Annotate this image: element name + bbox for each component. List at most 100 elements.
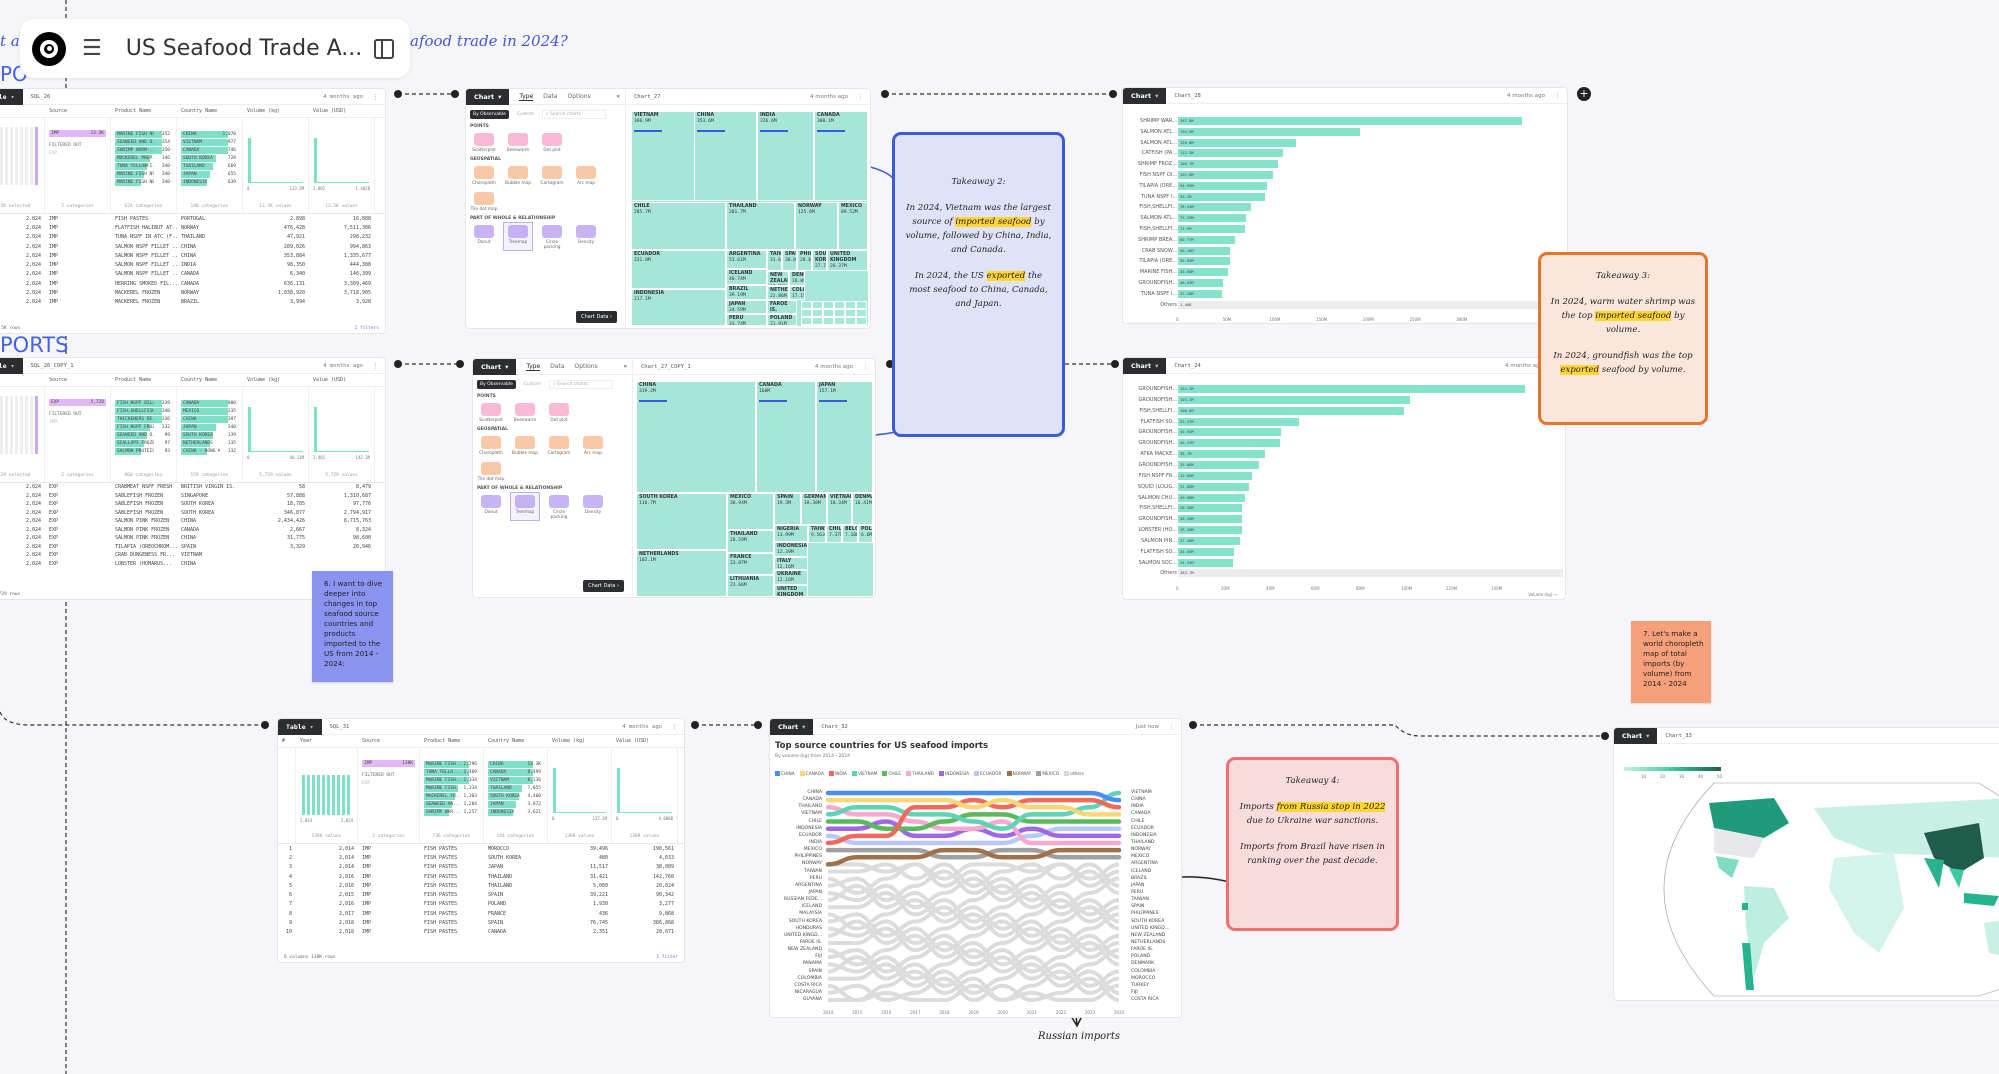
chart-name[interactable]: Chart_27_COPY_1 (641, 363, 691, 370)
product-bar[interactable]: SEAWEED AND O... 99 (115, 432, 172, 439)
table-row[interactable]: 2,024 IMP SALMON NSPF FILLET ... INDIA 98,35… (0, 260, 385, 269)
table-row[interactable]: 2,024 EXP LOBSTER (HOMARUS... CHINA (0, 560, 385, 569)
chart-type-choropleth[interactable]: Choropleth (477, 434, 505, 456)
treemap-cell[interactable]: UNITED KINGDOM11.09M (774, 585, 808, 597)
table-row[interactable]: 2,024 IMP MACKEREL FROZEN NORWAY 1,038,920 3,… (0, 288, 385, 297)
table-row[interactable]: 2,024 EXP TILAPIA (OREOCHROM... SPAIN 3,329 2… (0, 543, 385, 552)
takeaway-2-card[interactable]: Takeaway 2: In 2024, Vietnam was the larg… (892, 132, 1065, 437)
column-header[interactable]: Volume (kg) (247, 377, 281, 383)
chart-type-tile-dot-map[interactable]: Tile dot map (470, 190, 498, 212)
bar[interactable]: 38.7M (1178, 450, 1266, 459)
table-row[interactable]: 2,024 IMP TUNA NSPF IN ATC (F... THAILAND 47… (0, 233, 385, 242)
treemap-cell[interactable]: NETHERLANDS22.86M (767, 286, 789, 300)
treemap-cell[interactable]: MEXICO 38.94M (727, 493, 774, 530)
tab-data[interactable]: Data (550, 362, 565, 370)
product-bar[interactable]: MARINE FISH... 1,334 (424, 785, 479, 792)
treemap-cell[interactable]: POLAND6.6M (858, 525, 873, 543)
legend-item[interactable]: MEXICO (1036, 771, 1059, 777)
treemap-cell[interactable]: VIETNAM18.34M (827, 493, 852, 525)
bar[interactable]: 73.29M (1178, 214, 1247, 223)
column-header[interactable]: Source (49, 377, 68, 383)
bar[interactable]: 154.2M (1178, 385, 1525, 393)
treemap-cell[interactable]: TAIWAN31.68M (767, 250, 782, 271)
treemap-cell[interactable]: INDIA 326.6M (757, 111, 814, 201)
country-bar[interactable]: INDONESIA 3,621 (488, 809, 543, 816)
bar[interactable]: 35.86M (1178, 460, 1259, 469)
bar[interactable]: 45.27M (1178, 439, 1280, 448)
table-row[interactable]: 2,024 IMP SALMON NSPF FILLET ... CHINA 353,8… (0, 251, 385, 260)
bar[interactable]: 53.68M (1178, 268, 1229, 277)
product-bar[interactable]: SEAWEED AN... 1,284 (424, 801, 479, 808)
legend-item[interactable]: CHILE (882, 771, 901, 777)
product-bar[interactable]: SCALLOPS FROZEN 97 (115, 440, 172, 447)
table-row[interactable]: 4 2,016 IMP FISH PASTES THAILAND 31,421 142,76… (278, 872, 684, 881)
tab-data[interactable]: Data (543, 92, 558, 100)
table-row[interactable]: 8 2,017 IMP FISH PASTES FRANCE 436 9,868 (278, 909, 684, 918)
legend-item[interactable]: NORWAY (1006, 771, 1031, 777)
bar[interactable]: 24.53M (1178, 558, 1234, 567)
treemap-cell[interactable]: DENMARK18.89M (789, 271, 805, 286)
table-row[interactable]: 2 2,014 IMP FISH PASTES SOUTH KOREA 480 4,033 (278, 853, 684, 862)
more-options-icon[interactable]: ⋮ (372, 361, 379, 370)
table-row[interactable]: 6 2,015 IMP FISH PASTES SPAIN 39,221 90,342 (278, 890, 684, 899)
table-row[interactable]: 2,024 EXP SALMON PINK FROZEN CHINA 2,434,426… (0, 517, 385, 526)
bar[interactable]: 106.7M (1178, 160, 1278, 169)
tab-options[interactable]: Options (567, 92, 591, 100)
bar[interactable]: 101.8M (1178, 171, 1274, 179)
column-header[interactable]: Value (USD) (313, 377, 347, 383)
treemap-cell[interactable]: MEXICO 89.52M (838, 202, 868, 250)
treemap-cell[interactable]: JAPAN 157.1M (816, 381, 873, 493)
product-bar[interactable]: MARINE FISH NS... 340 (115, 171, 172, 178)
custom-button[interactable]: Custom (523, 382, 542, 387)
country-bar[interactable]: SOUTH KOREA 4,460 (488, 793, 543, 800)
product-bar[interactable]: MACKEREL PREP... 346 (115, 155, 172, 162)
table-row[interactable]: 2,024 EXP CRAB DUNGENESS FR... VIETNAM (0, 551, 385, 560)
country-bar[interactable]: VIETNAM 977 (181, 139, 238, 146)
more-options-icon[interactable]: ⋮ (857, 92, 864, 101)
bar[interactable]: 28.28M (1178, 526, 1242, 535)
takeaway-4-card[interactable]: Takeaway 4: Imports from Russia stop in 2… (1226, 757, 1399, 931)
country-bar[interactable]: VIETNAM 8,136 (488, 777, 543, 784)
country-bar[interactable]: CANADA 746 (181, 147, 238, 154)
more-options-icon[interactable]: ⋮ (1168, 722, 1175, 731)
product-bar[interactable]: FISH NSPF FROZ... 332 (115, 424, 172, 431)
column-header[interactable]: Value (USD) (313, 108, 347, 114)
product-bar[interactable]: MACKEREL FR... 1,303 (424, 793, 479, 800)
column-header[interactable]: Value (USD) (616, 738, 650, 744)
bar[interactable]: 31.68M (1178, 482, 1250, 491)
sticky-note-6[interactable]: 6. I want to dive deeper into changes in… (312, 571, 393, 682)
treemap-cell[interactable]: ECUADOR 231.8M (631, 250, 726, 289)
treemap-cell[interactable]: ITALY 12.16M (774, 557, 808, 570)
source-bar-imp[interactable]: IMP 138K (362, 760, 415, 767)
country-bar[interactable]: CHINA 397 (181, 416, 238, 423)
country-bar[interactable]: SOUTH KOREA 728 (181, 155, 238, 162)
bar[interactable]: 93.2M (1178, 192, 1266, 201)
hamburger-menu-icon[interactable]: ☰ (82, 36, 102, 61)
treemap-cell[interactable]: LITHUANIA 23.66M (727, 575, 774, 597)
block-name[interactable]: Chart_24 (1174, 362, 1201, 369)
search-charts-input[interactable]: ⌕ Search charts (549, 380, 614, 389)
treemap-cell[interactable]: INDONESIA 12.39M (774, 542, 808, 557)
country-bar[interactable]: CANADA 8,499 (488, 769, 543, 776)
table-row[interactable]: 7 2,016 IMP FISH PASTES POLAND 1,930 3,277 (278, 900, 684, 909)
table-row[interactable]: 2,024 IMP SALMON NSPF FILLET ... CANADA 6,34… (0, 270, 385, 279)
bar[interactable]: 55.89M (1178, 257, 1231, 266)
table-row[interactable]: 2,024 EXP SABLEFISH FROZEN SOUTH KOREA 18,78… (0, 500, 385, 509)
bar[interactable]: 47.28M (1178, 289, 1223, 298)
chart-type-treemap[interactable]: Treemap (510, 492, 540, 521)
product-bar[interactable]: MARINE FISH... 1,334 (424, 777, 479, 784)
table-row[interactable]: 2,024 IMP FISH PASTES PORTUGAL 2,898 16,888 (0, 214, 385, 223)
bar[interactable]: 56.18M (1178, 246, 1231, 255)
block-type-button[interactable]: Table▾ (278, 719, 322, 735)
by-observable-button[interactable]: By Observable (477, 380, 516, 389)
treemap-cell[interactable]: POLAND 21.91M (767, 314, 797, 326)
bar[interactable]: 27.46M (1178, 536, 1240, 545)
filters-button[interactable]: 2 filters (354, 326, 379, 331)
block-type-button[interactable]: Chart ▾ (466, 89, 510, 105)
chart-type-bubble-map[interactable]: Bubble map (504, 164, 532, 186)
product-bar[interactable]: FISH,SHELLFISH ... 340 (115, 408, 172, 415)
legend-item[interactable]: THAILAND (905, 771, 934, 777)
block-type-button[interactable]: Chart ▾ (1123, 358, 1167, 374)
chart-type-donut[interactable]: Donut (477, 493, 505, 520)
bar[interactable]: 383.7M (1178, 569, 1563, 578)
